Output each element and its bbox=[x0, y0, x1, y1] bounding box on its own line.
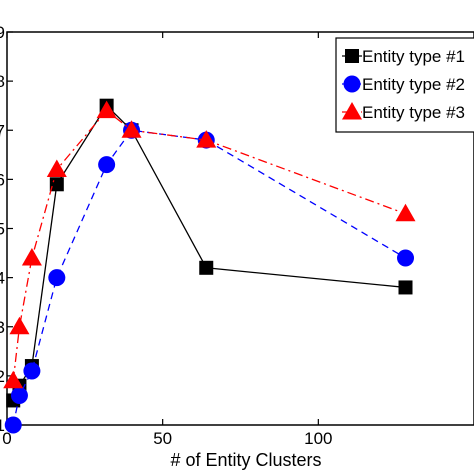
x-tick-label: 100 bbox=[304, 429, 332, 448]
legend-marker bbox=[343, 75, 361, 93]
y-tick-label: 6 bbox=[0, 170, 5, 189]
data-point bbox=[196, 130, 217, 148]
data-point bbox=[398, 280, 413, 295]
y-tick-label: 1 bbox=[0, 416, 5, 435]
legend-item[interactable]: Entity type #1 bbox=[342, 47, 465, 66]
x-tick-label: 50 bbox=[153, 429, 172, 448]
data-point bbox=[96, 100, 117, 119]
legend-label: Entity type #1 bbox=[362, 47, 465, 66]
series-group bbox=[3, 98, 416, 434]
data-point bbox=[10, 387, 28, 405]
data-point bbox=[9, 316, 30, 335]
legend-marker bbox=[342, 102, 362, 120]
data-point bbox=[199, 260, 214, 275]
data-point bbox=[21, 247, 42, 266]
series-line bbox=[12, 109, 406, 381]
data-point bbox=[48, 269, 66, 287]
y-tick-label: 8 bbox=[0, 72, 5, 91]
x-tick-label: 0 bbox=[2, 429, 11, 448]
data-point bbox=[98, 156, 116, 174]
legend-item[interactable]: Entity type #2 bbox=[342, 75, 465, 94]
x-axis-label: # of Entity Clusters bbox=[170, 450, 321, 470]
data-point bbox=[3, 370, 24, 389]
legend-label: Entity type #2 bbox=[362, 75, 465, 94]
legend-label: Entity type #3 bbox=[362, 103, 465, 122]
y-tick-label: 4 bbox=[0, 269, 5, 288]
data-point bbox=[46, 159, 67, 178]
series-line bbox=[12, 129, 406, 426]
y-tick-label: 7 bbox=[0, 121, 5, 140]
data-point bbox=[121, 120, 142, 138]
data-point bbox=[4, 416, 22, 434]
legend-marker bbox=[345, 49, 359, 63]
axes: 0 50 100 1 2 3 4 5 6 7 8 9 bbox=[0, 23, 333, 448]
data-point bbox=[397, 249, 415, 267]
y-tick-label: 2 bbox=[0, 367, 5, 386]
y-tick-label: 3 bbox=[0, 318, 5, 337]
y-tick-label: 9 bbox=[0, 23, 5, 42]
series-3 bbox=[3, 100, 416, 389]
data-point bbox=[23, 362, 41, 380]
data-point bbox=[395, 203, 416, 222]
legend-item[interactable]: Entity type #3 bbox=[342, 102, 465, 122]
legend[interactable]: Entity type #1 Entity type #2 Entity type … bbox=[335, 37, 474, 133]
y-tick-label: 5 bbox=[0, 220, 5, 239]
